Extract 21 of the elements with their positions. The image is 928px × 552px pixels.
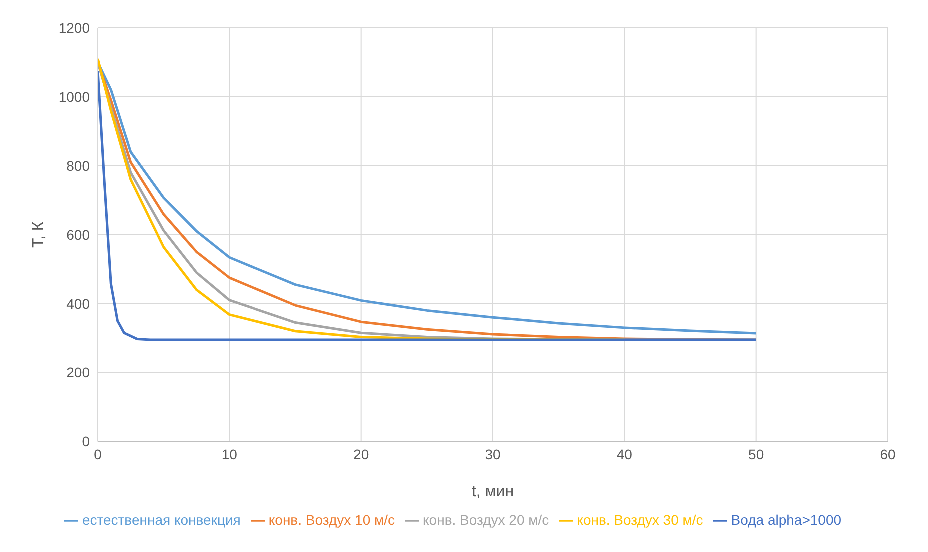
legend-label: Вода alpha>1000 [731, 512, 842, 528]
x-tick-label: 40 [616, 446, 633, 463]
x-tick-label: 30 [485, 446, 501, 463]
y-tick-label: 600 [66, 226, 90, 243]
y-tick-label: 1200 [58, 20, 90, 36]
y-tick-label: 200 [66, 364, 90, 381]
x-tick-label: 20 [354, 446, 370, 463]
x-tick-label: 50 [748, 446, 764, 463]
x-tick-label: 60 [880, 446, 896, 463]
y-tick-label: 400 [66, 296, 90, 312]
y-tick-label: 800 [66, 158, 90, 174]
legend-label: конв. Воздух 30 м/с [577, 512, 704, 528]
x-tick-label: 10 [222, 446, 238, 463]
y-tick-label: 0 [82, 434, 90, 450]
legend-label: естественная конвекция [82, 512, 241, 528]
y-axis-title: T, К [30, 221, 48, 248]
x-axis-title: t, мин [472, 484, 514, 501]
legend-label: конв. Воздух 20 м/с [423, 512, 550, 528]
x-tick-label: 0 [94, 446, 102, 463]
legend-label: конв. Воздух 10 м/с [268, 512, 396, 528]
y-tick-label: 1000 [58, 88, 90, 105]
